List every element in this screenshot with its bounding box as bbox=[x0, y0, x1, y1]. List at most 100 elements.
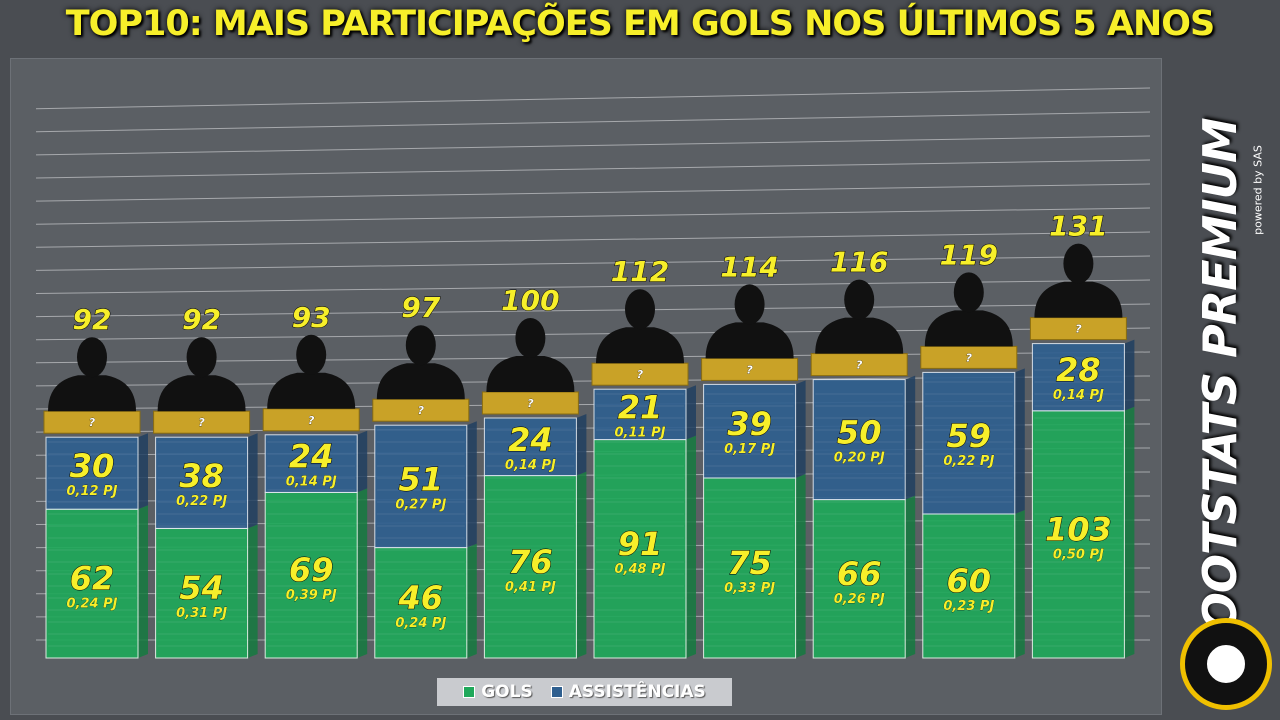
bar-assists bbox=[45, 436, 139, 510]
bar-group bbox=[153, 337, 258, 659]
bar-assists-side bbox=[247, 433, 258, 529]
assists-value-label: 39 bbox=[727, 405, 772, 443]
gridline bbox=[35, 231, 1151, 248]
goals-per-game-label: 0,24 PJ bbox=[395, 616, 446, 631]
player-head-icon bbox=[186, 337, 217, 378]
goals-per-game-label: 0,24 PJ bbox=[67, 597, 118, 612]
goals-per-game-label: 0,23 PJ bbox=[943, 599, 994, 614]
player-silhouette-icon bbox=[596, 327, 684, 364]
bar-goals bbox=[593, 439, 687, 659]
bar-goals-side bbox=[466, 543, 477, 658]
goals-per-game-label: 0,26 PJ bbox=[834, 592, 885, 607]
player-silhouette-icon bbox=[48, 375, 136, 412]
player-name-label: ? bbox=[966, 351, 973, 364]
total-label: 93 bbox=[292, 301, 331, 334]
player-silhouette-icon bbox=[267, 372, 356, 409]
assists-value-label: 30 bbox=[70, 447, 115, 485]
assists-per-game-label: 0,14 PJ bbox=[286, 475, 337, 490]
gridline bbox=[35, 111, 1151, 133]
player-head-icon bbox=[77, 337, 107, 378]
assists-per-game-label: 0,12 PJ bbox=[67, 484, 118, 499]
player-silhouette-icon bbox=[924, 310, 1013, 347]
bar-goals-side bbox=[795, 474, 806, 658]
goals-value-label: 91 bbox=[618, 525, 663, 563]
total-label: 112 bbox=[611, 255, 669, 288]
legend-swatch-goals bbox=[463, 686, 476, 698]
goals-per-game-label: 0,48 PJ bbox=[615, 562, 666, 577]
total-label: 114 bbox=[720, 250, 778, 283]
footstats-ball-icon bbox=[1180, 618, 1272, 710]
total-label: 119 bbox=[940, 238, 998, 271]
bar-assists-side bbox=[357, 430, 368, 493]
bar-group bbox=[810, 279, 916, 659]
goals-value-label: 66 bbox=[837, 555, 882, 593]
goals-value-label: 60 bbox=[947, 562, 992, 600]
goals-per-game-label: 0,33 PJ bbox=[724, 581, 775, 596]
bar-assists-side bbox=[686, 385, 696, 440]
legend-item-assists: ASSISTÊNCIAS bbox=[550, 682, 706, 702]
assists-per-game-label: 0,17 PJ bbox=[724, 442, 775, 457]
legend-swatch-assists bbox=[550, 686, 563, 698]
player-head-icon bbox=[844, 279, 875, 320]
player-name-label: ? bbox=[637, 368, 644, 381]
bar-assists-side bbox=[138, 433, 148, 510]
bar-assists-side bbox=[466, 421, 477, 548]
ball-icon bbox=[1203, 641, 1249, 687]
goals-value-label: 46 bbox=[398, 579, 444, 617]
bar-group bbox=[1029, 243, 1135, 659]
bar-goals-side bbox=[247, 524, 258, 658]
brand-name: FOOTSTATS PREMIUM bbox=[1193, 118, 1247, 662]
player-silhouette-icon bbox=[705, 322, 794, 359]
chart-title: TOP10: MAIS PARTICIPAÇÕES EM GOLS NOS ÚL… bbox=[65, 4, 1216, 44]
gridline bbox=[35, 135, 1151, 156]
bar-assists-side bbox=[576, 414, 587, 476]
bar-assists bbox=[922, 371, 1016, 515]
assists-per-game-label: 0,11 PJ bbox=[615, 425, 666, 440]
total-label: 97 bbox=[401, 291, 440, 324]
goals-value-label: 54 bbox=[179, 569, 224, 607]
bar-goals-side bbox=[138, 505, 148, 658]
bar-goals-side bbox=[1014, 510, 1025, 658]
bar-group bbox=[591, 289, 696, 659]
bar-goals bbox=[703, 477, 797, 659]
bar-goals-side bbox=[576, 471, 587, 658]
goals-per-game-label: 0,39 PJ bbox=[286, 588, 337, 603]
goals-value-label: 76 bbox=[508, 543, 553, 581]
player-head-icon bbox=[405, 325, 436, 366]
player-silhouette-icon bbox=[486, 356, 575, 392]
bar-goals bbox=[812, 499, 906, 659]
bar-assists bbox=[374, 424, 468, 549]
player-name-label: ? bbox=[856, 359, 863, 372]
goals-per-game-label: 0,41 PJ bbox=[505, 580, 556, 595]
goals-value-label: 75 bbox=[727, 544, 772, 582]
goals-value-label: 103 bbox=[1045, 510, 1112, 548]
gridline bbox=[35, 87, 1151, 110]
bar-goals bbox=[1031, 410, 1125, 659]
player-name-label: ? bbox=[198, 416, 205, 429]
bar-assists bbox=[703, 383, 797, 479]
assists-per-game-label: 0,14 PJ bbox=[505, 458, 556, 473]
assists-value-label: 21 bbox=[618, 388, 663, 426]
player-silhouette-icon bbox=[815, 317, 904, 354]
bar-assists bbox=[155, 436, 249, 529]
bar-group bbox=[43, 337, 148, 659]
bar-group bbox=[372, 325, 477, 659]
bar-assists-side bbox=[1014, 368, 1025, 514]
player-head-icon bbox=[296, 334, 327, 375]
goals-value-label: 62 bbox=[70, 560, 115, 598]
gridline bbox=[35, 159, 1151, 179]
assists-value-label: 51 bbox=[399, 460, 444, 498]
bar-goals-side bbox=[905, 495, 916, 658]
goals-per-game-label: 0,31 PJ bbox=[176, 606, 227, 621]
assists-per-game-label: 0,22 PJ bbox=[943, 454, 994, 469]
total-label: 92 bbox=[182, 303, 221, 336]
bar-group bbox=[701, 284, 806, 659]
bar-goals bbox=[922, 513, 1016, 659]
bar-group bbox=[920, 272, 1025, 659]
player-name-label: ? bbox=[308, 414, 315, 427]
player-head-icon bbox=[625, 289, 655, 330]
brand-logo: FOOTSTATS PREMIUM powered by SAS bbox=[1170, 60, 1270, 661]
goals-value-label: 69 bbox=[289, 551, 334, 589]
player-name-label: ? bbox=[527, 397, 534, 410]
gridline bbox=[35, 207, 1151, 225]
